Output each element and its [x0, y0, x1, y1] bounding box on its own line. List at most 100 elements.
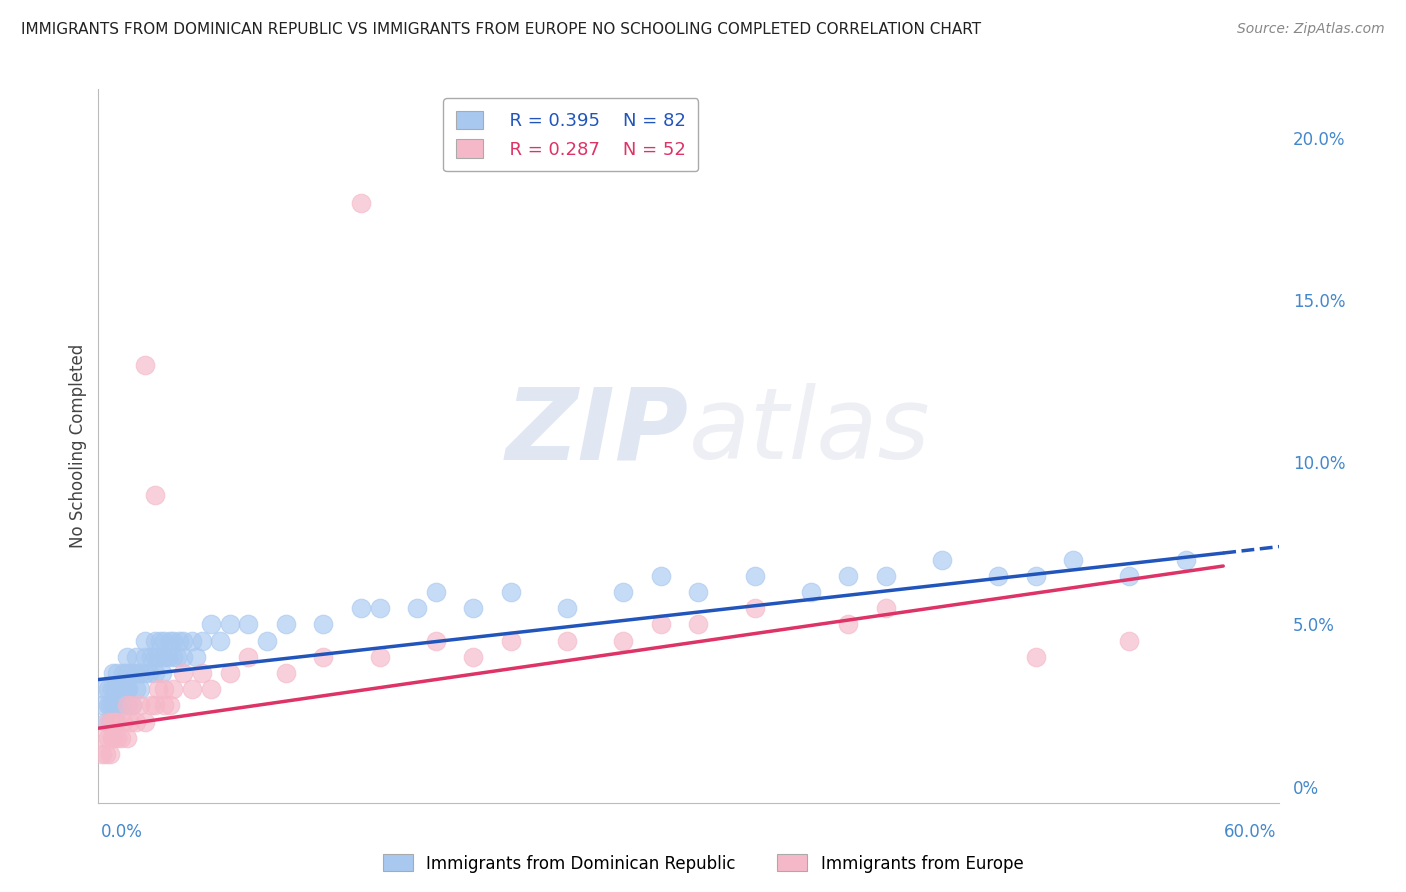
Point [138, 666, 160, 681]
Point [156, 649, 179, 664]
Point [117, 682, 139, 697]
Point [350, 601, 373, 615]
Point [153, 698, 176, 713]
Point [1174, 552, 1197, 566]
Point [100, 731, 122, 745]
Point [162, 649, 184, 664]
Point [134, 358, 156, 372]
Point [153, 649, 176, 664]
Point [111, 714, 134, 729]
Point [93, 682, 115, 697]
Point [143, 633, 166, 648]
Point [368, 601, 391, 615]
Point [837, 617, 859, 632]
Point [172, 666, 194, 681]
Point [312, 617, 335, 632]
Point [103, 698, 125, 713]
Point [103, 666, 125, 681]
Point [184, 649, 207, 664]
Point [139, 649, 162, 664]
Point [744, 568, 766, 582]
Point [128, 698, 150, 713]
Point [190, 666, 212, 681]
Point [612, 585, 634, 599]
Point [115, 682, 138, 697]
Point [181, 633, 204, 648]
Point [134, 649, 156, 664]
Point [143, 698, 166, 713]
Point [987, 568, 1010, 582]
Point [274, 617, 297, 632]
Point [555, 633, 578, 648]
Point [463, 649, 485, 664]
Point [209, 633, 232, 648]
Point [218, 666, 240, 681]
Point [125, 649, 148, 664]
Point [105, 731, 128, 745]
Point [115, 731, 138, 745]
Text: atlas: atlas [689, 384, 931, 480]
Point [159, 698, 181, 713]
Point [105, 682, 128, 697]
Point [153, 682, 176, 697]
Point [115, 698, 138, 713]
Point [105, 666, 128, 681]
Point [200, 617, 222, 632]
Point [612, 633, 634, 648]
Point [148, 649, 170, 664]
Point [190, 633, 212, 648]
Point [256, 633, 278, 648]
Point [425, 585, 447, 599]
Point [110, 731, 132, 745]
Point [162, 633, 184, 648]
Legend: Immigrants from Dominican Republic, Immigrants from Europe: Immigrants from Dominican Republic, Immi… [375, 847, 1031, 880]
Point [110, 682, 132, 697]
Point [115, 666, 138, 681]
Point [425, 633, 447, 648]
Point [931, 552, 953, 566]
Point [312, 649, 335, 664]
Point [134, 714, 156, 729]
Point [555, 601, 578, 615]
Point [98, 747, 121, 761]
Point [650, 617, 672, 632]
Point [143, 649, 166, 664]
Point [200, 682, 222, 697]
Point [463, 601, 485, 615]
Point [115, 698, 138, 713]
Point [115, 649, 138, 664]
Point [499, 585, 522, 599]
Point [105, 714, 128, 729]
Point [121, 666, 143, 681]
Point [172, 633, 194, 648]
Point [110, 698, 132, 713]
Point [100, 682, 122, 697]
Point [103, 731, 125, 745]
Point [143, 666, 166, 681]
Point [688, 617, 710, 632]
Point [166, 649, 188, 664]
Point [274, 666, 297, 681]
Point [125, 666, 148, 681]
Point [97, 682, 120, 697]
Point [162, 682, 184, 697]
Point [121, 698, 143, 713]
Y-axis label: No Schooling Completed: No Schooling Completed [69, 344, 87, 548]
Point [134, 666, 156, 681]
Point [150, 666, 173, 681]
Legend:   R = 0.395    N = 82,   R = 0.287    N = 52: R = 0.395 N = 82, R = 0.287 N = 52 [443, 98, 699, 171]
Point [134, 633, 156, 648]
Point [98, 714, 121, 729]
Point [1025, 568, 1047, 582]
Point [94, 747, 117, 761]
Point [172, 649, 194, 664]
Text: Source: ZipAtlas.com: Source: ZipAtlas.com [1237, 22, 1385, 37]
Point [125, 682, 148, 697]
Point [159, 633, 181, 648]
Point [105, 698, 128, 713]
Point [97, 698, 120, 713]
Point [104, 714, 127, 729]
Point [744, 601, 766, 615]
Point [121, 698, 143, 713]
Point [1062, 552, 1084, 566]
